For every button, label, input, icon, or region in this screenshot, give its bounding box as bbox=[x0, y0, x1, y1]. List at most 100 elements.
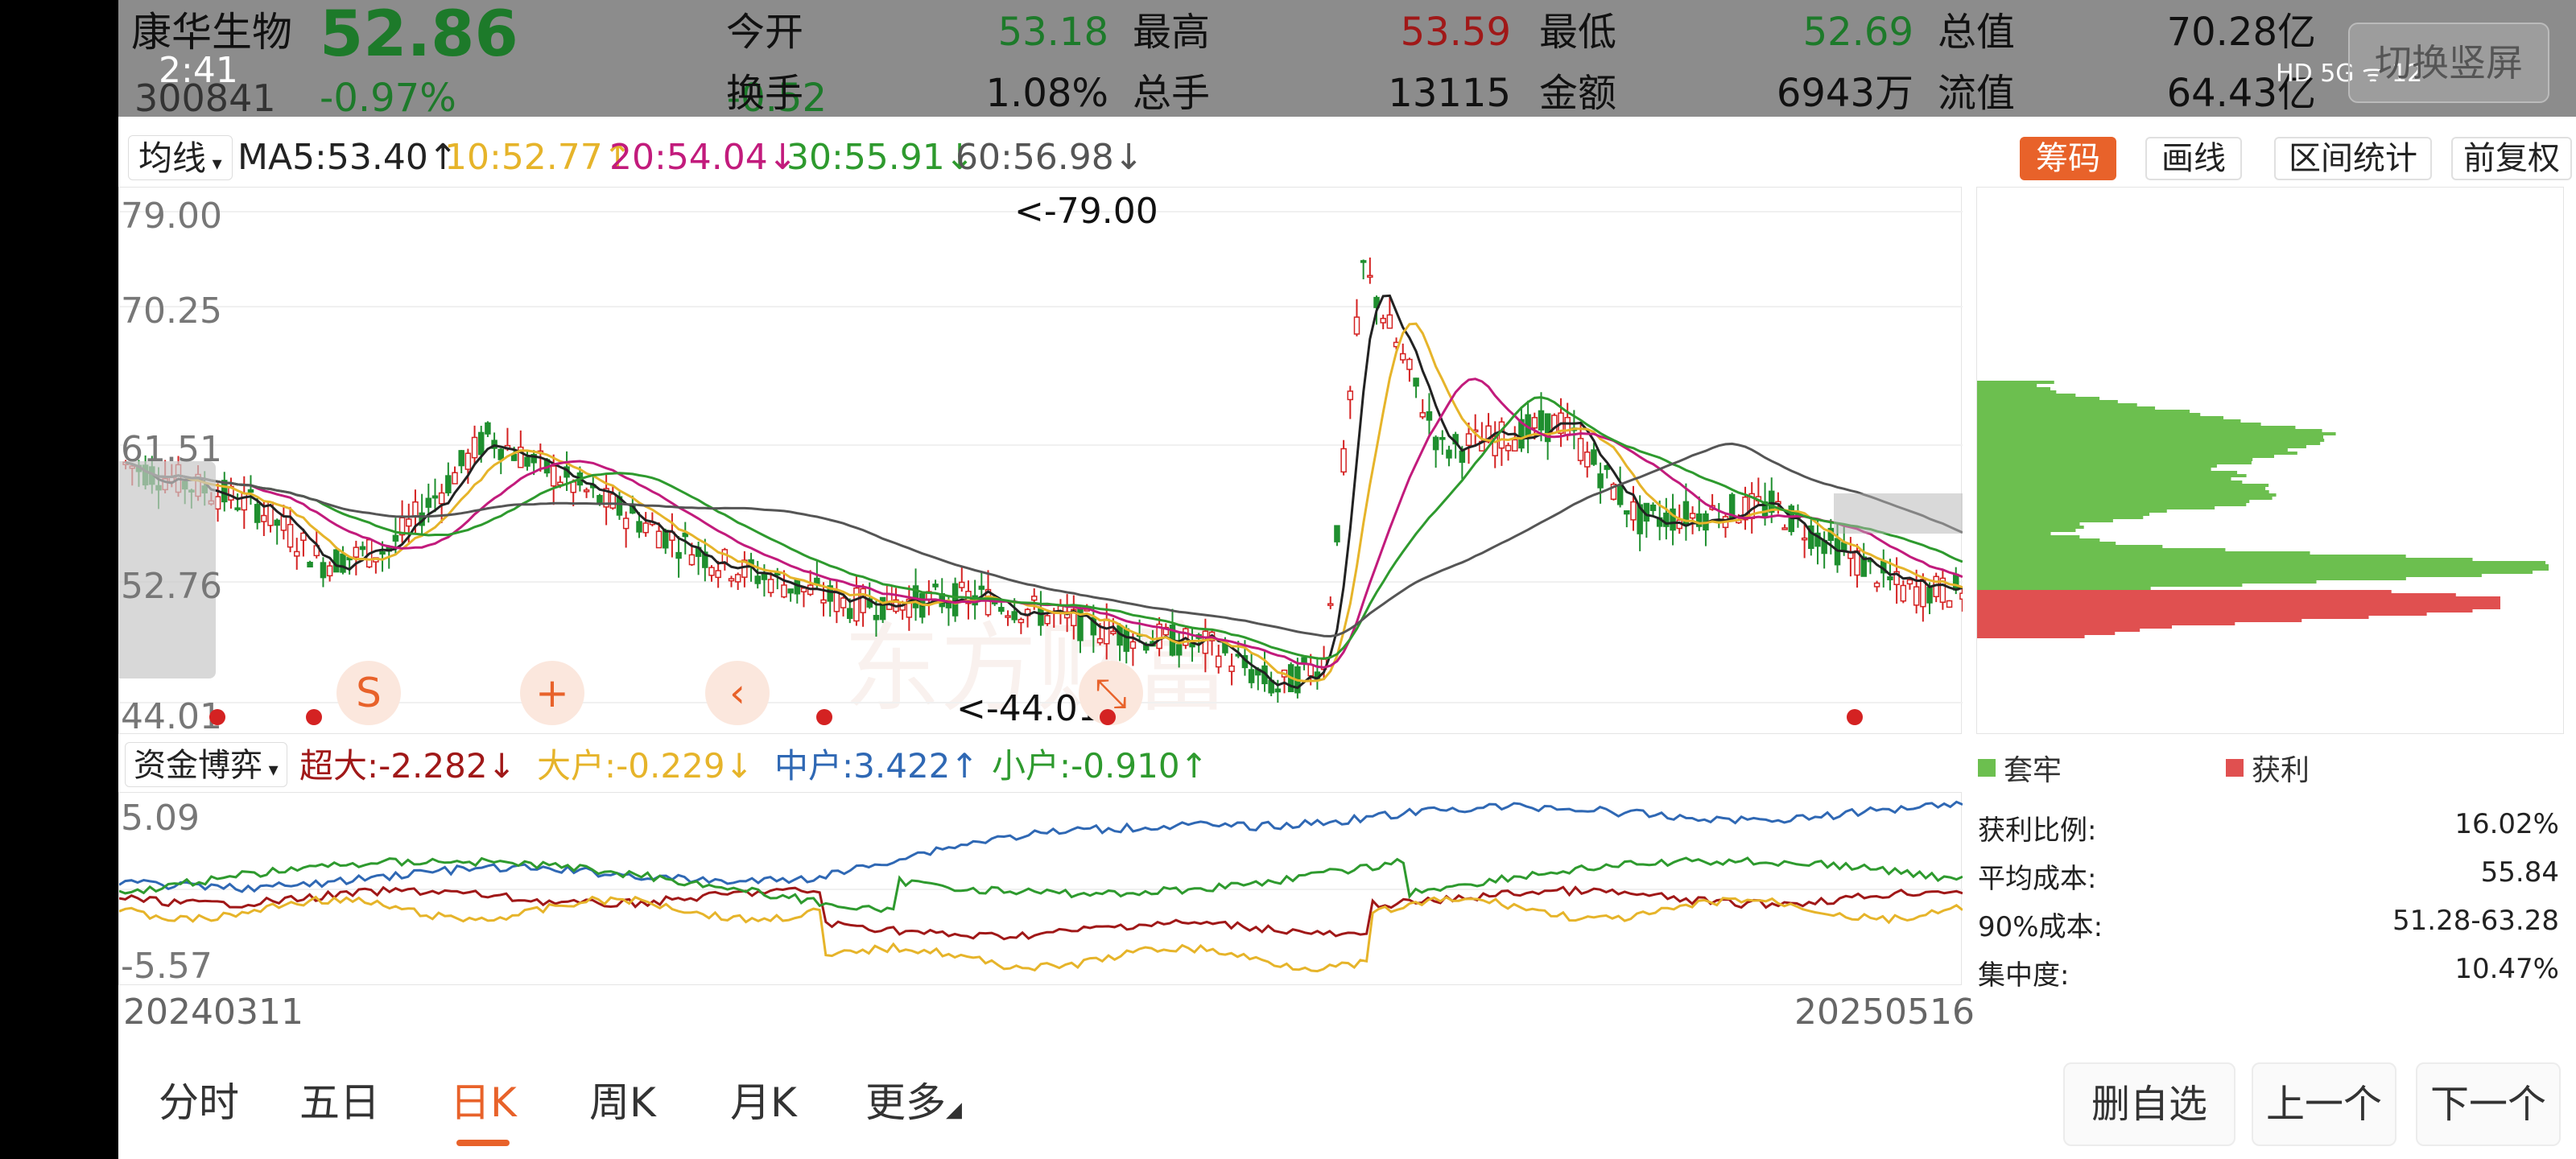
y-label-max: 79.00 bbox=[121, 196, 222, 237]
fund-y-bottom: -5.57 bbox=[121, 946, 213, 987]
chip-bar-trapped bbox=[1977, 445, 2306, 448]
price-highlight-band bbox=[1834, 493, 1963, 534]
prev-button[interactable]: 上一个 bbox=[2252, 1062, 2396, 1146]
plus-icon[interactable]: + bbox=[520, 661, 584, 725]
quote-header: 康华生物 52.86 2:41 300841 -0.97% -0.52 今开 5… bbox=[118, 0, 2576, 121]
chip-histogram bbox=[1977, 381, 2549, 638]
candle-body bbox=[715, 570, 721, 579]
scroll-handle[interactable] bbox=[119, 461, 216, 678]
fund-line bbox=[119, 856, 1963, 914]
large-value: 大户:-0.229↓ bbox=[537, 746, 753, 786]
chip-bar-trapped bbox=[1977, 426, 2296, 429]
chip-bar-trapped bbox=[1977, 423, 2261, 426]
amount-value: 6943万 bbox=[1776, 71, 1913, 116]
chevron-left-icon[interactable]: ‹ bbox=[705, 661, 770, 725]
chip-bar-trapped bbox=[1977, 429, 2322, 432]
range-stats-button[interactable]: 区间统计 bbox=[2274, 137, 2432, 180]
chip-bar-trapped bbox=[1977, 500, 2250, 503]
tab-five-day[interactable]: 五日 bbox=[299, 1079, 380, 1126]
chip-bar-trapped bbox=[1977, 506, 2215, 509]
candle-body bbox=[959, 581, 965, 588]
small-value: 小户:-0.910↑ bbox=[992, 746, 1208, 786]
candle-body bbox=[932, 584, 939, 588]
high-value: 53.59 bbox=[1400, 10, 1511, 55]
stat-value: 16.02% bbox=[2454, 808, 2559, 840]
candle-body bbox=[655, 530, 663, 549]
candle-body bbox=[998, 607, 1005, 612]
candle-body bbox=[1413, 377, 1419, 387]
candle-body bbox=[1670, 508, 1676, 531]
total-value: 70.28亿 bbox=[2166, 10, 2316, 55]
stat-label: 平均成本: bbox=[1978, 863, 2097, 895]
candle-body bbox=[1926, 587, 1933, 604]
candle-body bbox=[1518, 419, 1525, 449]
min-marker: <-44.01 bbox=[956, 688, 1100, 729]
candle-body bbox=[734, 574, 741, 583]
candle-body bbox=[827, 585, 833, 602]
candle-body bbox=[688, 554, 696, 566]
candle-body bbox=[1946, 600, 1953, 608]
volume-value: 13115 bbox=[1388, 71, 1511, 116]
high-label: 最高 bbox=[1133, 10, 1211, 55]
candle-body bbox=[985, 588, 992, 616]
candle-body bbox=[1327, 603, 1334, 606]
fund-chart[interactable]: 5.09 -5.57 bbox=[118, 792, 1963, 987]
candle-body bbox=[846, 608, 853, 620]
tab-weekly-k[interactable]: 周K bbox=[589, 1079, 656, 1126]
adjust-button[interactable]: 前复权 bbox=[2451, 137, 2572, 180]
ma-line bbox=[125, 442, 1963, 638]
candle-body bbox=[274, 519, 280, 526]
tab-intraday[interactable]: 分时 bbox=[159, 1079, 239, 1126]
tab-monthly-k[interactable]: 月K bbox=[730, 1079, 797, 1126]
candle-body bbox=[221, 480, 228, 503]
candle-body bbox=[445, 475, 452, 493]
ma-selector[interactable]: 均线 ▾ bbox=[128, 135, 233, 180]
chip-bar-trapped bbox=[1977, 471, 2238, 474]
chip-bar-trapped bbox=[1977, 548, 2226, 551]
tab-daily-k[interactable]: 日K bbox=[450, 1079, 517, 1126]
candle-body bbox=[1630, 501, 1637, 521]
stat-value: 10.47% bbox=[2454, 953, 2559, 985]
candle-body bbox=[247, 489, 254, 493]
candle-body bbox=[1616, 484, 1624, 505]
stock-app: 康华生物 52.86 2:41 300841 -0.97% -0.52 今开 5… bbox=[118, 0, 2576, 1159]
candle-body bbox=[1156, 623, 1162, 650]
candle-body bbox=[1637, 504, 1643, 534]
kline-chart[interactable]: 东方财富 79.00 70.25 61.51 52.76 44.01 <-79.… bbox=[118, 187, 1963, 737]
chip-bar-trapped bbox=[1977, 394, 2076, 397]
candle-body bbox=[1808, 525, 1814, 550]
draw-line-button[interactable]: 画线 bbox=[2145, 137, 2242, 180]
fund-plot bbox=[119, 800, 1963, 973]
chip-bar-trapped bbox=[1977, 538, 2100, 542]
candle-body bbox=[214, 496, 221, 510]
s-icon[interactable]: S bbox=[336, 661, 401, 725]
chip-bar-profit bbox=[1977, 619, 2302, 622]
candle-body bbox=[583, 489, 590, 493]
chip-bar-profit bbox=[1977, 609, 2473, 612]
chip-bar-trapped bbox=[1977, 400, 2118, 403]
tab-more[interactable]: 更多◢ bbox=[865, 1070, 962, 1128]
turnover-label: 换手 bbox=[726, 71, 804, 116]
fund-selector[interactable]: 资金博弈 ▾ bbox=[125, 742, 287, 787]
float-value-label: 流值 bbox=[1938, 71, 2016, 116]
candle-body bbox=[1459, 450, 1466, 464]
max-marker: <-79.00 bbox=[1014, 191, 1158, 232]
chips-button[interactable]: 筹码 bbox=[2020, 137, 2116, 180]
candle-body bbox=[234, 507, 241, 510]
delete-watchlist-button[interactable]: 删自选 bbox=[2063, 1062, 2235, 1146]
chip-bar-trapped bbox=[1977, 493, 2277, 497]
candle-body bbox=[431, 495, 439, 499]
chip-bar-trapped bbox=[1977, 416, 2224, 419]
vertical-screen-button[interactable]: 切换竖屏 bbox=[2348, 23, 2549, 103]
candle-body bbox=[662, 530, 669, 549]
chip-bar-profit bbox=[1977, 606, 2500, 609]
chip-bar-trapped bbox=[1977, 587, 2151, 590]
candle-body bbox=[741, 559, 748, 578]
chip-bar-trapped bbox=[1977, 584, 2243, 587]
candle-body bbox=[1742, 496, 1748, 521]
next-button[interactable]: 下一个 bbox=[2416, 1062, 2561, 1146]
date-end: 20250516 bbox=[1794, 992, 1975, 1033]
candle-body bbox=[1906, 579, 1913, 585]
candle-body bbox=[452, 472, 458, 485]
chip-bar-profit bbox=[1977, 593, 2456, 596]
